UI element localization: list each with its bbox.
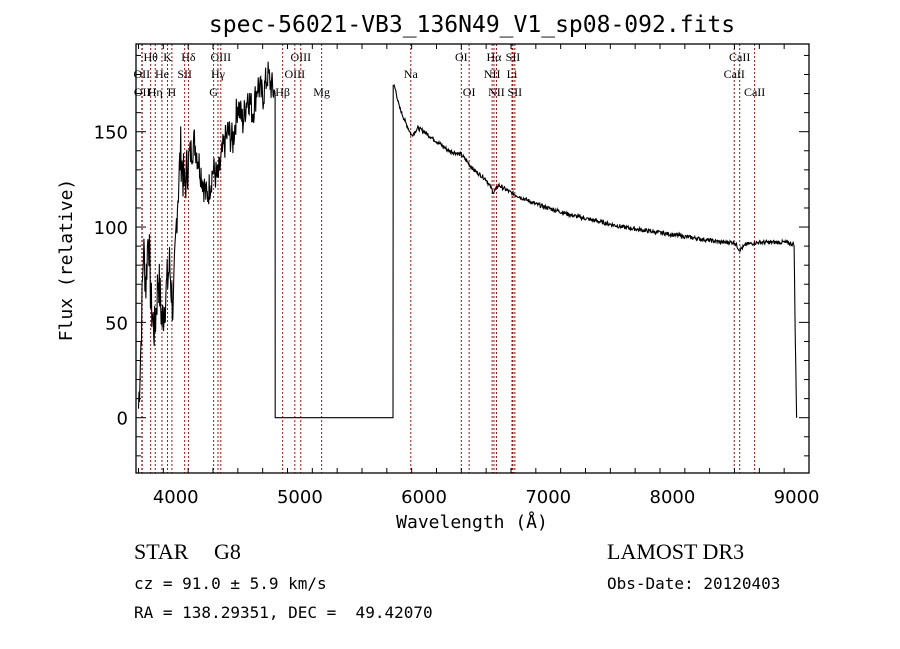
flux-line [137, 61, 798, 419]
y-tick-label: 0 [117, 409, 128, 430]
object-type: STAR [134, 539, 189, 564]
spectral-line-label: OI [455, 50, 468, 64]
x-tick-labels: 4000 5000 6000 7000 8000 9000 [153, 487, 820, 508]
y-tick-label: 100 [94, 218, 128, 239]
spectral-line-label: NII [484, 67, 501, 81]
x-tick-label: 4000 [153, 487, 199, 508]
subclass: G8 [214, 539, 241, 564]
axis-ticks [136, 44, 810, 473]
spectral-line-label: Hθ [143, 50, 158, 64]
y-axis-label: Flux (relative) [56, 179, 77, 342]
spectral-line-label: CaII [724, 67, 745, 81]
redshift-velocity: cz = 91.0 ± 5.9 km/s [134, 574, 327, 593]
spectral-line-label: SII [508, 85, 523, 99]
spectral-line-label: Hγ [211, 67, 226, 81]
spectral-line-label: H [168, 85, 177, 99]
spectral-line-label: SII [177, 67, 192, 81]
coordinates: RA = 138.29351, DEC = 49.42070 [134, 603, 433, 622]
x-axis-label: Wavelength (Å) [396, 511, 548, 533]
observation-date: Obs-Date: 20120403 [607, 574, 781, 593]
spectral-line-label: NII [488, 85, 505, 99]
spectral-line-label: Mg [313, 85, 330, 99]
x-tick-label: 8000 [650, 487, 696, 508]
spectral-line-label: OIII [290, 50, 311, 64]
spectral-line-label: Hβ [275, 85, 290, 99]
spectral-line-label: OIII [210, 50, 231, 64]
spectral-line-label: SII [506, 50, 521, 64]
spectral-line-label: CaII [729, 50, 750, 64]
x-tick-label: 7000 [525, 487, 571, 508]
spectral-line-label: OII [134, 67, 151, 81]
x-tick-label: 9000 [774, 487, 820, 508]
spectral-line-label: G [209, 85, 218, 99]
x-tick-label: 6000 [401, 487, 447, 508]
plot-frame [135, 43, 810, 474]
x-tick-label: 5000 [277, 487, 323, 508]
spectral-line-markers [141, 44, 756, 473]
spectral-line-label: OI [463, 85, 476, 99]
spectral-line-label: CaII [744, 85, 765, 99]
spectral-line-label: Li [507, 67, 518, 81]
survey-name: LAMOST DR3 [607, 539, 745, 564]
flux-series [137, 61, 798, 419]
spectral-line-label: K [163, 50, 172, 64]
y-tick-label: 50 [105, 313, 128, 334]
spectral-line-label: Hδ [181, 50, 196, 64]
spectral-line-label: OIII [284, 67, 305, 81]
spectral-line-label: OII [134, 85, 151, 99]
spectral-line-label: Hη [148, 85, 163, 99]
spectral-line-label: Na [404, 67, 419, 81]
chart-title: spec-56021-VB3_136N49_V1_sp08-092.fits [209, 12, 735, 38]
y-tick-label: 150 [94, 123, 128, 144]
y-tick-labels: 0 50 100 150 [94, 123, 128, 430]
spectral-line-label: He [155, 67, 169, 81]
spectral-line-label: Hα [487, 50, 503, 64]
